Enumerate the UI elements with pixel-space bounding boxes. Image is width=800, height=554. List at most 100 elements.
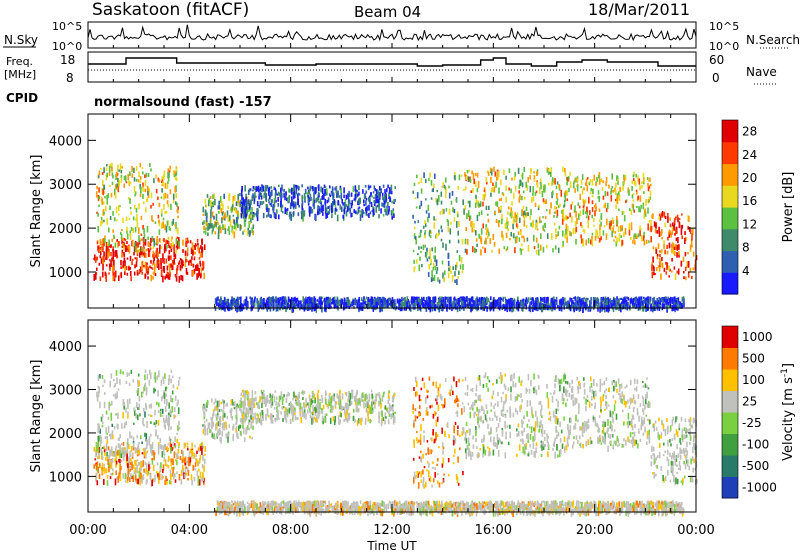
range-gate-cell: [312, 198, 315, 204]
range-gate-cell: [241, 306, 243, 312]
range-gate-cell: [415, 238, 417, 245]
range-gate-cell: [461, 304, 463, 310]
range-gate-cell: [252, 425, 254, 430]
range-gate-cell: [173, 451, 176, 459]
range-gate-cell: [284, 196, 286, 201]
range-gate-cell: [330, 305, 332, 309]
range-gate-cell: [579, 306, 582, 312]
range-gate-cell: [623, 174, 625, 180]
range-gate-cell: [595, 182, 597, 187]
range-gate-cell: [496, 169, 499, 172]
range-gate-cell: [435, 259, 438, 267]
range-gate-cell: [147, 172, 150, 177]
range-gate-cell: [122, 371, 124, 375]
range-gate-cell: [525, 304, 528, 310]
range-gate-cell: [485, 237, 487, 245]
range-gate-cell: [455, 264, 457, 271]
range-gate-cell: [126, 230, 128, 234]
range-gate-cell: [444, 185, 446, 190]
range-gate-cell: [149, 246, 151, 249]
range-gate-cell: [650, 220, 652, 227]
range-gate-cell: [322, 204, 324, 212]
range-gate-cell: [642, 202, 645, 210]
range-gate-cell: [169, 165, 171, 170]
range-gate-cell: [583, 187, 585, 191]
range-gate-cell: [348, 304, 351, 310]
range-gate-cell: [182, 451, 184, 457]
range-gate-cell: [112, 275, 114, 282]
range-gate-cell: [148, 404, 151, 409]
range-gate-cell: [203, 480, 205, 486]
range-gate-cell: [209, 219, 212, 225]
range-gate-cell: [240, 296, 242, 304]
range-gate-cell: [371, 195, 373, 198]
range-gate-cell: [133, 185, 136, 193]
range-gate-cell: [119, 163, 122, 167]
range-gate-cell: [252, 193, 254, 199]
range-gate-cell: [311, 208, 314, 214]
range-gate-cell: [412, 214, 414, 219]
range-gate-cell: [518, 237, 521, 242]
range-gate-cell: [205, 210, 207, 216]
range-gate-cell: [126, 454, 128, 462]
range-gate-cell: [371, 296, 373, 304]
range-gate-cell: [194, 444, 196, 448]
range-gate-cell: [118, 458, 120, 463]
range-gate-cell: [535, 190, 538, 194]
range-gate-cell: [591, 214, 593, 219]
range-gate-cell: [213, 223, 215, 229]
range-gate-cell: [285, 302, 288, 307]
range-gate-cell: [368, 213, 370, 218]
range-gate-cell: [355, 191, 357, 195]
range-gate-cell: [550, 173, 552, 177]
range-gate-cell: [348, 190, 350, 195]
range-gate-cell: [618, 233, 621, 238]
range-gate-cell: [169, 409, 171, 415]
range-gate-cell: [643, 191, 645, 194]
range-gate-cell: [566, 198, 569, 202]
range-gate-cell: [430, 259, 432, 264]
range-gate-cell: [139, 266, 142, 273]
range-gate-cell: [123, 183, 125, 188]
range-gate-cell: [472, 172, 475, 180]
range-gate-cell: [427, 272, 430, 277]
range-gate-cell: [98, 262, 101, 266]
range-gate-cell: [142, 193, 144, 199]
range-gate-cell: [453, 299, 456, 305]
range-gate-cell: [101, 424, 104, 428]
range-gate-cell: [267, 301, 269, 306]
range-gate-cell: [621, 240, 624, 246]
range-gate-cell: [160, 222, 163, 229]
range-gate-cell: [277, 304, 279, 307]
range-gate-cell: [669, 231, 671, 236]
range-gate-cell: [169, 272, 171, 277]
range-gate-cell: [313, 296, 316, 301]
range-gate-cell: [309, 193, 312, 201]
range-gate-cell: [663, 211, 666, 218]
range-gate-cell: [418, 264, 421, 272]
range-gate-cell: [460, 174, 463, 177]
range-gate-cell: [178, 474, 181, 481]
range-gate-cell: [160, 462, 162, 468]
range-gate-cell: [192, 250, 194, 256]
range-gate-cell: [114, 192, 117, 199]
range-gate-cell: [599, 229, 601, 236]
range-gate-cell: [550, 202, 552, 209]
range-gate-cell: [450, 303, 452, 307]
range-gate-cell: [620, 306, 622, 313]
range-gate-cell: [433, 222, 436, 229]
range-gate-cell: [122, 242, 124, 247]
range-gate-cell: [651, 264, 653, 272]
range-gate-cell: [169, 442, 172, 449]
range-gate-cell: [495, 299, 497, 303]
range-gate-cell: [151, 457, 153, 461]
range-gate-cell: [683, 271, 685, 274]
range-gate-cell: [434, 173, 436, 179]
range-gate-cell: [360, 302, 363, 306]
range-gate-cell: [204, 446, 207, 452]
range-gate-cell: [183, 442, 186, 449]
range-gate-cell: [597, 302, 600, 305]
range-gate-cell: [668, 234, 670, 238]
colorbar-tick-label: 20: [742, 171, 757, 185]
range-gate-cell: [322, 299, 325, 303]
